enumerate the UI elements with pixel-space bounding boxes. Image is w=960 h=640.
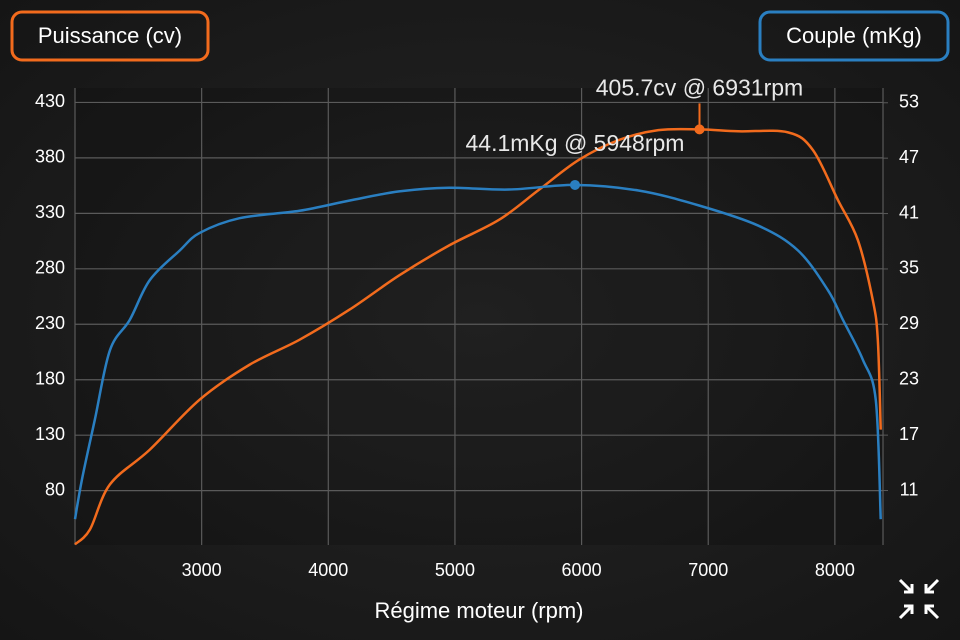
collapse-icon[interactable] [898, 578, 940, 620]
y-tick-label: 330 [35, 202, 65, 222]
y2-tick-label: 23 [899, 368, 919, 388]
y-tick-label: 280 [35, 258, 65, 278]
x-tick-label: 5000 [435, 560, 475, 580]
legend-label: Puissance (cv) [38, 23, 182, 48]
legend-box [10, 10, 210, 62]
legend-label: Couple (mKg) [786, 23, 922, 48]
annotation: 44.1mKg @ 5948rpm [466, 130, 685, 156]
y2-tick-label: 41 [899, 202, 919, 222]
legend-box [758, 10, 950, 62]
y2-tick-label: 53 [899, 92, 919, 112]
x-tick-label: 6000 [562, 560, 602, 580]
y2-tick-label: 11 [900, 479, 919, 499]
x-tick-label: 7000 [688, 560, 728, 580]
y-tick-label: 130 [35, 424, 65, 444]
y2-tick-label: 47 [899, 147, 919, 167]
annotation: 405.7cv @ 6931rpm [596, 74, 803, 100]
y-tick-label: 430 [35, 91, 65, 111]
y-tick-label: 380 [35, 147, 65, 167]
y2-tick-label: 29 [899, 313, 919, 333]
line [74, 127, 882, 546]
y-tick-label: 180 [35, 368, 65, 388]
x-axis-title: Régime moteur (rpm) [374, 598, 583, 623]
y-tick-label: 230 [35, 313, 65, 333]
y2-tick-label: 35 [899, 258, 919, 278]
x-tick-label: 8000 [815, 560, 855, 580]
plot-area [75, 88, 883, 545]
x-tick-label: 3000 [182, 560, 222, 580]
peak-marker [694, 124, 705, 135]
x-tick-label: 4000 [308, 560, 348, 580]
line [73, 183, 882, 520]
y2-tick-label: 17 [899, 424, 919, 444]
y-tick-label: 80 [45, 479, 65, 499]
peak-marker [569, 179, 580, 190]
